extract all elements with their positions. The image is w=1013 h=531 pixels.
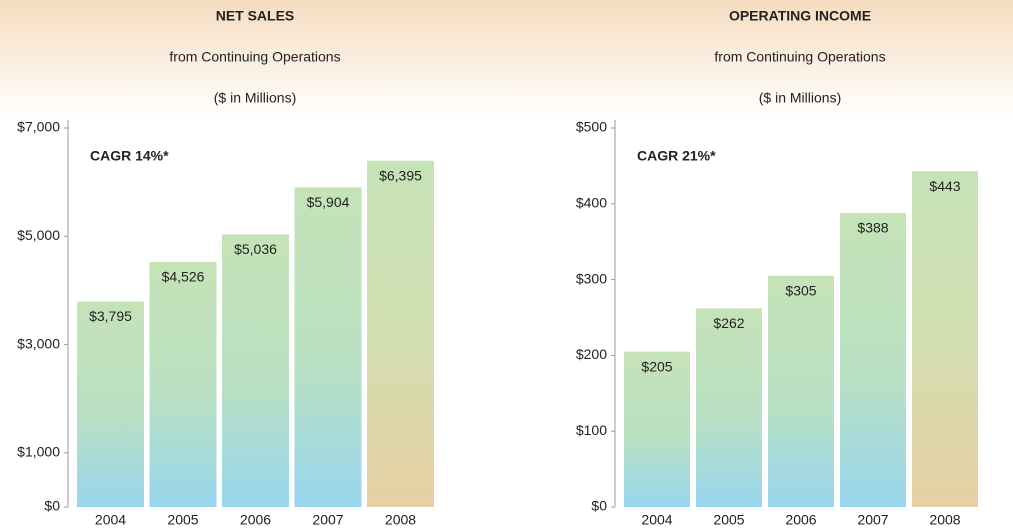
chart-subtitle: from Continuing Operations	[169, 49, 340, 65]
chart-title: OPERATING INCOME	[729, 8, 871, 24]
x-tick-label: 2008	[929, 512, 960, 528]
x-tick-label: 2006	[240, 512, 271, 528]
value-label: $305	[785, 283, 816, 299]
y-tick-label: $500	[576, 119, 607, 135]
x-tick-label: 2007	[857, 512, 888, 528]
value-label: $205	[641, 358, 672, 374]
annotation: CAGR 21%*	[637, 148, 716, 164]
bar	[367, 160, 434, 508]
bar	[294, 187, 362, 507]
x-tick-label: 2005	[167, 512, 198, 528]
bar	[840, 212, 906, 507]
value-label: $5,036	[234, 241, 277, 257]
value-label: $6,395	[379, 167, 422, 183]
y-tick-label: $5,000	[17, 227, 60, 243]
y-tick-label: $1,000	[17, 444, 60, 460]
bar	[149, 261, 217, 507]
y-tick-label: $3,000	[17, 335, 60, 351]
bar	[77, 301, 144, 507]
chart-title: NET SALES	[216, 8, 295, 24]
value-label: $262	[713, 315, 744, 331]
y-tick-label: $100	[576, 422, 607, 438]
chart-units: ($ in Millions)	[759, 90, 841, 106]
x-tick-label: 2008	[385, 512, 416, 528]
y-tick-label: $0	[44, 498, 60, 514]
chart-units: ($ in Millions)	[214, 90, 296, 106]
chart-subtitle: from Continuing Operations	[714, 49, 885, 65]
bar	[912, 171, 978, 507]
bar	[696, 308, 762, 507]
y-tick-label: $400	[576, 195, 607, 211]
value-label: $3,795	[89, 308, 132, 324]
bar	[222, 234, 289, 507]
y-tick-label: $0	[591, 498, 607, 514]
y-tick-label: $200	[576, 346, 607, 362]
x-tick-label: 2007	[312, 512, 343, 528]
x-tick-label: 2004	[641, 512, 672, 528]
value-label: $5,904	[307, 194, 350, 210]
value-label: $443	[929, 178, 960, 194]
annotation: CAGR 14%*	[90, 148, 169, 164]
bar	[624, 351, 690, 507]
x-tick-label: 2004	[95, 512, 126, 528]
x-tick-label: 2006	[785, 512, 816, 528]
bar	[768, 275, 834, 507]
y-tick-label: $7,000	[17, 119, 60, 135]
header-band	[0, 0, 1013, 118]
value-label: $4,526	[162, 269, 205, 285]
x-tick-label: 2005	[713, 512, 744, 528]
value-label: $388	[857, 220, 888, 236]
y-tick-label: $300	[576, 270, 607, 286]
